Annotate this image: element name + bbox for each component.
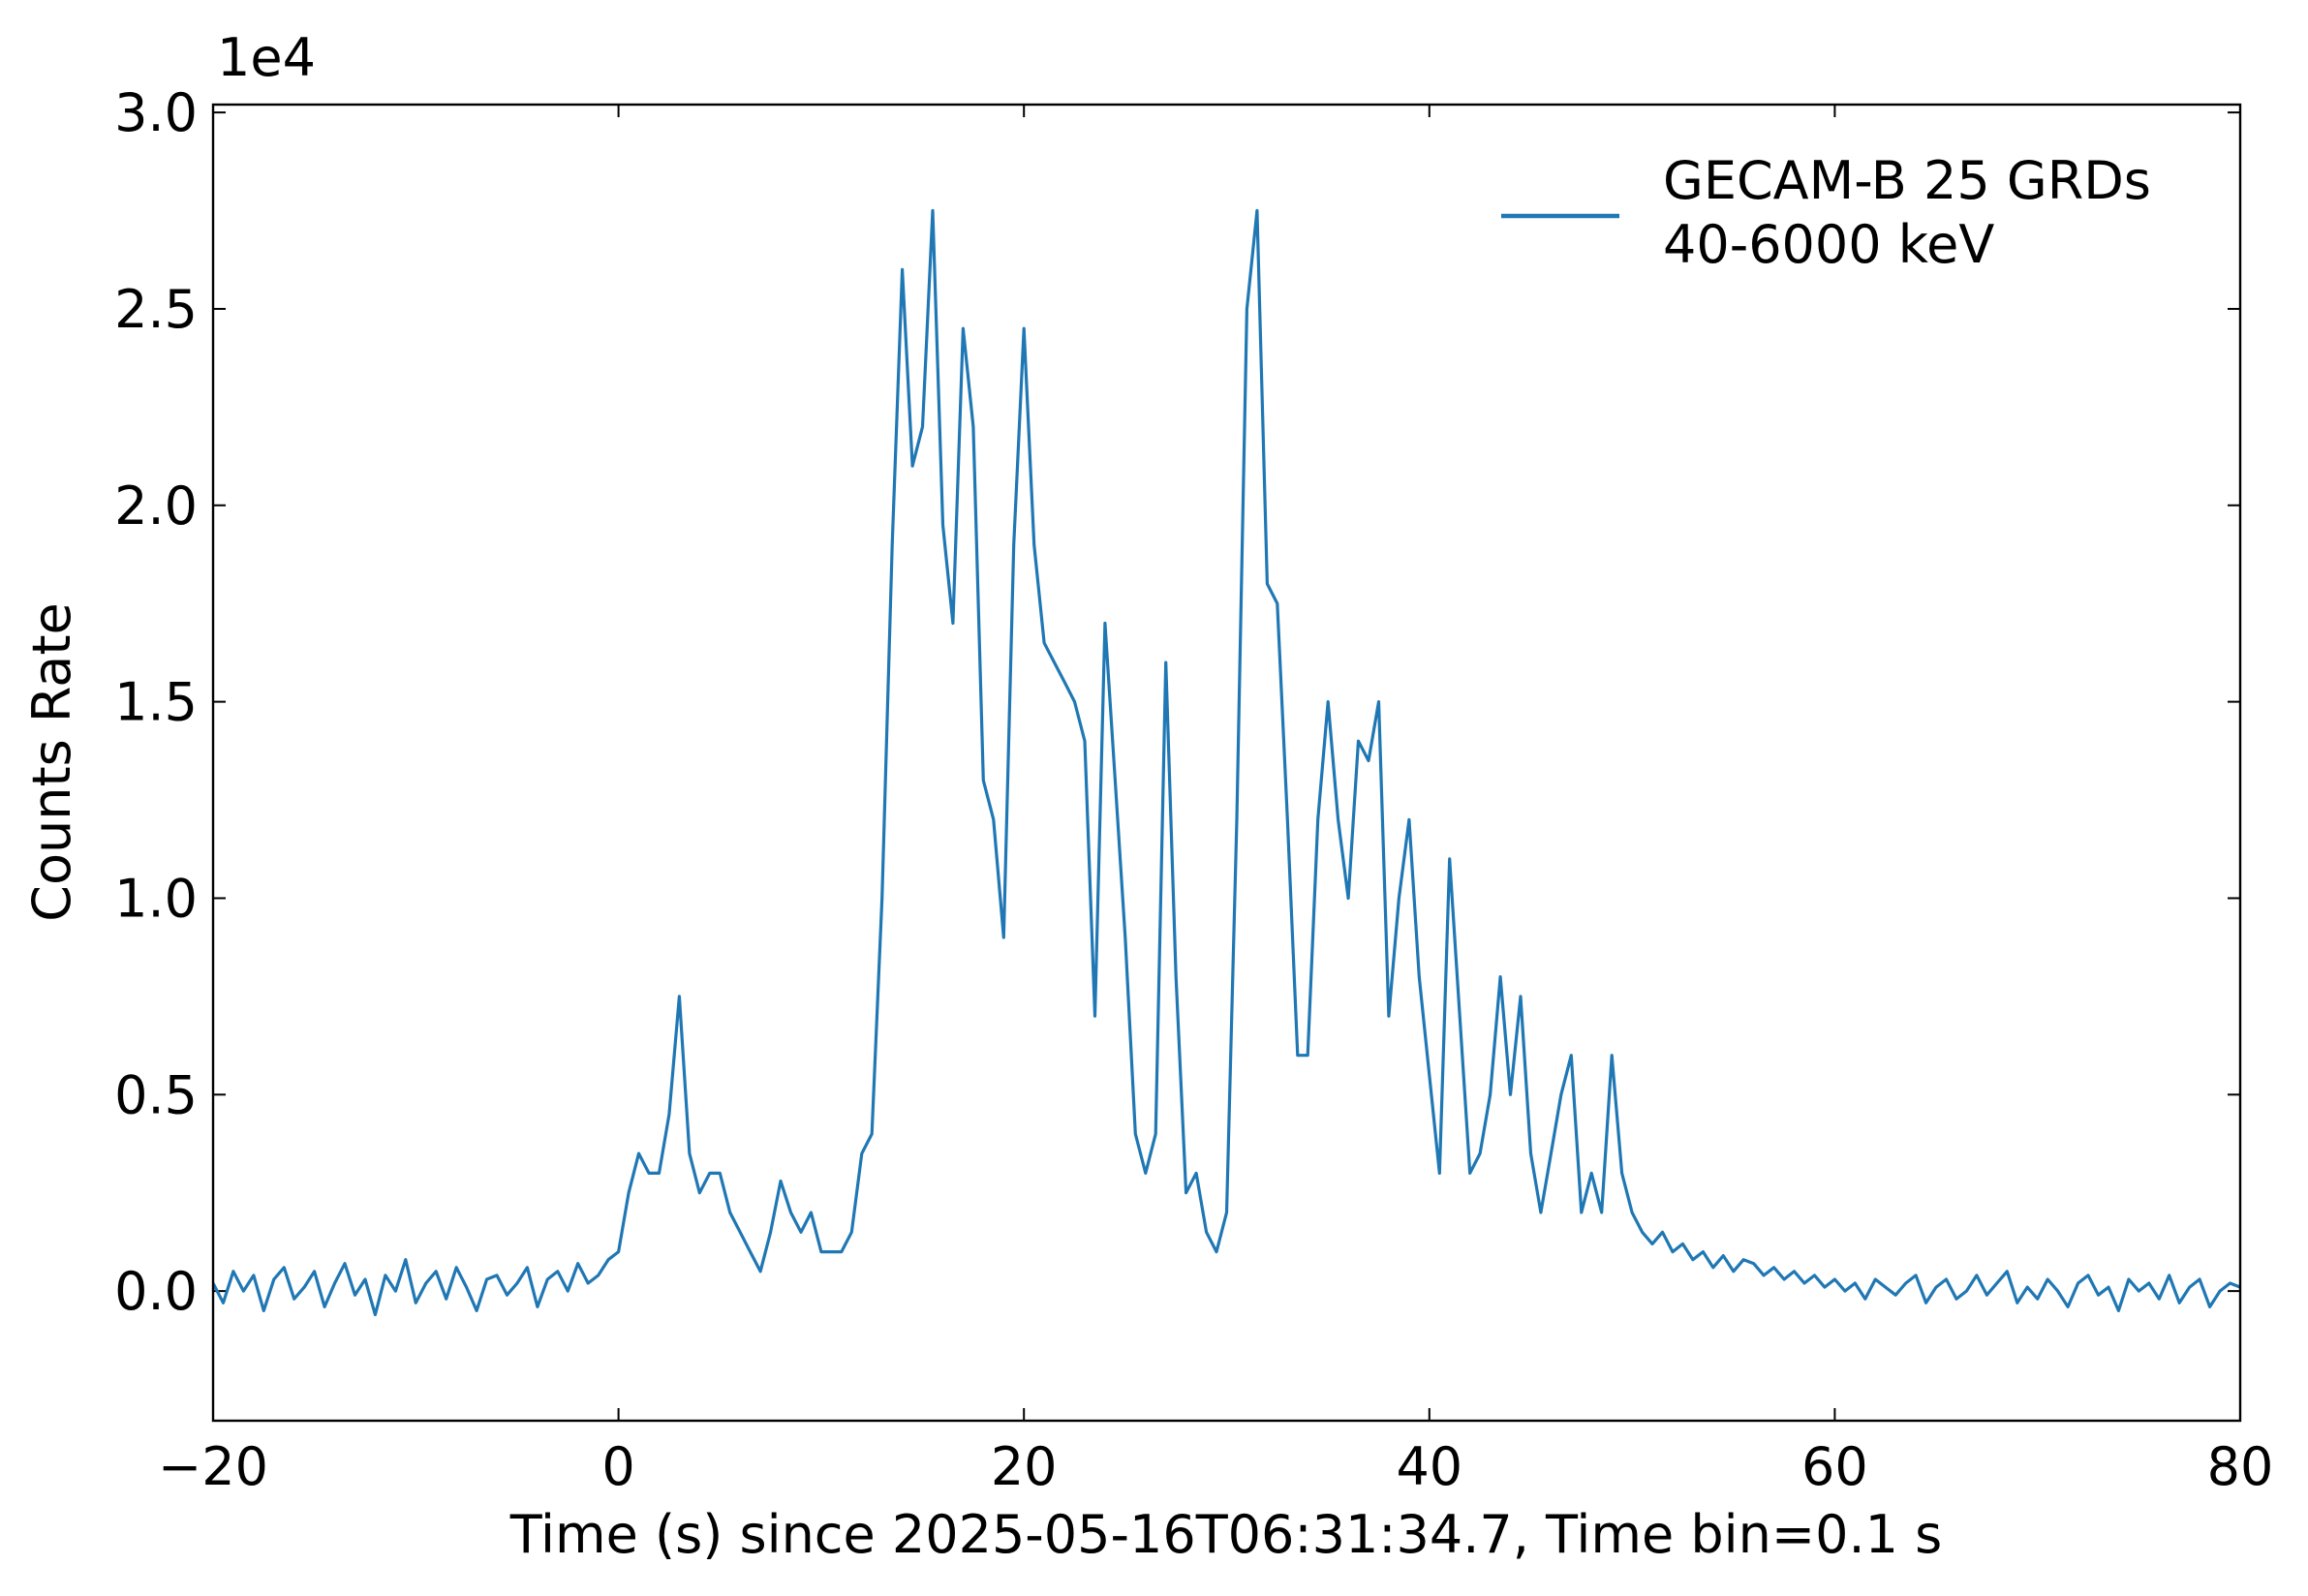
offset-label: 1e4 (217, 27, 316, 88)
y-tick-label: 0.0 (114, 1261, 198, 1322)
legend-label: GECAM-B 25 GRDs 40-6000 keV (1663, 150, 2151, 275)
data-line (213, 208, 2240, 1317)
x-axis-label: Time (s) since 2025-05-16T06:31:34.7, Ti… (509, 1504, 1943, 1565)
x-tick-label: 0 (601, 1436, 634, 1497)
x-tick-label: 20 (991, 1436, 1058, 1497)
y-tick-label: 2.0 (114, 476, 198, 537)
x-tick-label: 60 (1801, 1436, 1868, 1497)
x-tick-label: −20 (158, 1436, 268, 1497)
y-tick-label: 2.5 (114, 279, 198, 340)
x-tick-label: 80 (2207, 1436, 2274, 1497)
plot-frame (211, 103, 2242, 1423)
y-tick-label: 0.5 (114, 1064, 198, 1125)
y-tick-label: 1.5 (114, 672, 198, 733)
y-tick-label: 1.0 (114, 868, 198, 929)
y-tick-label: 3.0 (114, 82, 198, 143)
y-axis-label: Counts Rate (21, 602, 82, 921)
x-tick-label: 40 (1396, 1436, 1462, 1497)
